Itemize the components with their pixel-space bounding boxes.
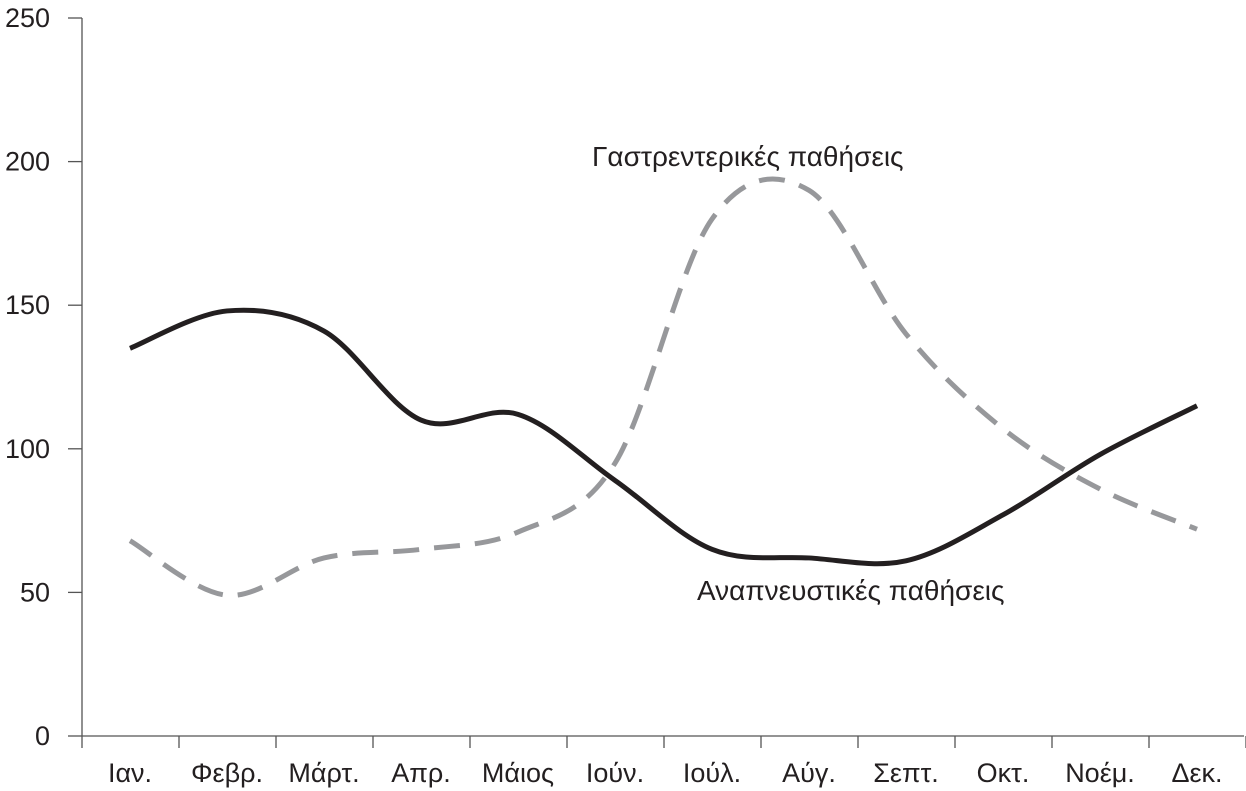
x-tick-label: Νοέμ. (1065, 758, 1135, 788)
x-tick-label: Ιούλ. (683, 758, 741, 788)
x-tick-label: Δεκ. (1171, 758, 1222, 788)
x-tick-label: Μάρτ. (288, 758, 359, 788)
x-axis-ticks (81, 736, 1246, 748)
x-tick-label: Οκτ. (977, 758, 1030, 788)
y-axis-tick-labels: 0 50 100 150 200 250 (5, 3, 50, 751)
series-line-gastrointestinal (128, 176, 1198, 598)
series-lines (128, 176, 1199, 598)
x-axis-tick-labels: Ιαν. Φεβρ. Μάρτ. Απρ. Μάιος Ιούν. Ιούλ. Αύγ. Σεπ… (108, 758, 1223, 788)
x-tick-label: Μάιος (482, 758, 554, 788)
x-tick-label: Ιούν. (586, 758, 644, 788)
y-tick-label: 50 (20, 577, 50, 607)
x-tick-label: Αύγ. (782, 758, 836, 788)
y-tick-label: 0 (35, 721, 50, 751)
series-label-respiratory: Αναπνευστικές παθήσεις (697, 575, 1005, 606)
y-tick-label: 100 (5, 434, 50, 464)
y-tick-label: 200 (5, 147, 50, 177)
x-tick-label: Σεπτ. (873, 758, 939, 788)
series-label-gastrointestinal: Γαστρεντερικές παθήσεις (592, 141, 904, 172)
x-tick-label: Φεβρ. (191, 758, 263, 788)
y-tick-label: 150 (5, 290, 50, 320)
x-tick-label: Ιαν. (108, 758, 152, 788)
y-tick-label: 250 (5, 3, 50, 33)
x-tick-label: Απρ. (391, 758, 451, 788)
series-line-respiratory (129, 307, 1199, 567)
chart-axes (68, 17, 1244, 737)
